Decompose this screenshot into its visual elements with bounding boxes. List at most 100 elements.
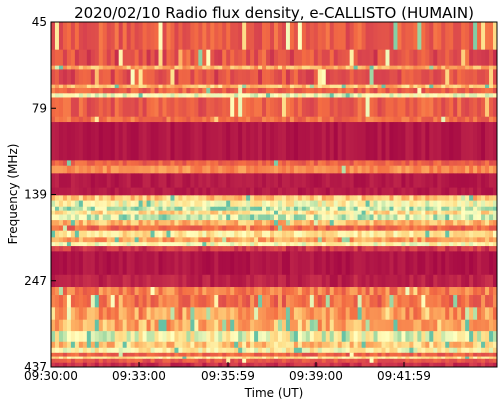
heatmap-cell <box>289 347 295 354</box>
heatmap-cell <box>150 214 155 221</box>
heatmap-cell <box>150 22 155 51</box>
heatmap-cell <box>210 116 215 123</box>
heatmap-cell <box>162 173 167 188</box>
heatmap-cell <box>313 287 319 296</box>
heatmap-cell <box>393 195 398 202</box>
heatmap-cell <box>82 242 88 247</box>
heatmap-cell <box>110 295 116 308</box>
heatmap-cell <box>118 237 124 243</box>
heatmap-cell <box>469 200 474 208</box>
heatmap-cell <box>58 160 64 167</box>
heatmap-cell <box>297 195 303 202</box>
heatmap-cell <box>473 220 478 226</box>
heatmap-cell <box>222 341 227 349</box>
heatmap-cell <box>74 356 80 360</box>
heatmap-cell <box>417 84 422 89</box>
heatmap-cell <box>58 69 64 86</box>
heatmap-cell <box>58 319 64 332</box>
x-tick-label: 09:33:00 <box>112 369 166 383</box>
heatmap-cell <box>413 225 418 232</box>
heatmap-cell <box>174 220 179 226</box>
heatmap-cell <box>425 347 430 354</box>
heatmap-cell <box>445 220 450 226</box>
heatmap-cell <box>78 225 84 232</box>
heatmap-cell <box>453 97 458 118</box>
heatmap-cell <box>162 93 167 98</box>
heatmap-cell <box>493 93 498 98</box>
heatmap-cell <box>349 165 355 174</box>
heatmap-cell <box>170 230 175 238</box>
heatmap-cell <box>54 187 60 196</box>
heatmap-cell <box>126 356 132 360</box>
heatmap-cell <box>465 295 470 308</box>
heatmap-cell <box>437 230 442 238</box>
heatmap-cell <box>449 362 454 368</box>
heatmap-cell <box>114 122 120 161</box>
heatmap-cell <box>385 87 390 94</box>
heatmap-cell <box>158 274 163 288</box>
heatmap-cell <box>493 160 498 167</box>
heatmap-cell <box>90 230 96 238</box>
heatmap-cell <box>230 187 235 196</box>
heatmap-cell <box>238 358 243 364</box>
heatmap-cell <box>393 237 398 243</box>
heatmap-cell <box>429 65 434 70</box>
heatmap-cell <box>441 358 446 364</box>
heatmap-cell <box>51 287 56 296</box>
heatmap-cell <box>206 210 211 215</box>
heatmap-cell <box>270 200 275 208</box>
heatmap-cell <box>166 195 171 202</box>
heatmap-cell <box>421 356 426 360</box>
heatmap-cell <box>293 362 299 368</box>
heatmap-cell <box>258 307 263 321</box>
heatmap-cell <box>433 84 438 89</box>
heatmap-cell <box>389 220 394 226</box>
heatmap-cell <box>465 319 470 332</box>
heatmap-cell <box>106 356 112 360</box>
heatmap-cell <box>242 214 247 221</box>
heatmap-cell <box>341 225 347 232</box>
heatmap-cell <box>86 65 92 70</box>
heatmap-cell <box>58 362 64 368</box>
heatmap-cell <box>134 22 140 51</box>
heatmap-cell <box>134 237 140 243</box>
heatmap-cell <box>238 160 243 167</box>
heatmap-cell <box>78 160 84 167</box>
heatmap-cell <box>289 69 295 86</box>
heatmap-cell <box>186 49 191 67</box>
heatmap-cell <box>210 200 215 208</box>
heatmap-cell <box>198 187 203 196</box>
heatmap-cell <box>381 214 386 221</box>
heatmap-cell <box>285 160 291 167</box>
heatmap-cell <box>142 116 147 123</box>
heatmap-cell <box>238 251 243 276</box>
heatmap-cell <box>313 242 319 247</box>
heatmap-cell <box>337 206 343 212</box>
heatmap-cell <box>313 210 319 215</box>
heatmap-cell <box>202 225 207 232</box>
heatmap-cell <box>385 220 390 226</box>
heatmap-cell <box>158 287 163 296</box>
heatmap-cell <box>309 210 315 215</box>
heatmap-cell <box>413 84 418 89</box>
heatmap-cell <box>198 200 203 208</box>
heatmap-cell <box>118 331 124 343</box>
heatmap-cell <box>158 225 163 232</box>
heatmap-cell <box>433 220 438 226</box>
heatmap-cell <box>417 287 422 296</box>
heatmap-cell <box>413 287 418 296</box>
heatmap-cell <box>321 295 327 308</box>
heatmap-cell <box>297 295 303 308</box>
heatmap-cell <box>461 49 466 67</box>
heatmap-cell <box>493 331 498 343</box>
heatmap-cell <box>457 220 462 226</box>
heatmap-cell <box>262 195 267 202</box>
heatmap-cell <box>349 220 355 226</box>
heatmap-cell <box>337 116 343 123</box>
heatmap-cell <box>329 356 335 360</box>
heatmap-cell <box>118 287 124 296</box>
heatmap-cell <box>337 307 343 321</box>
heatmap-cell <box>341 214 347 221</box>
heatmap-cell <box>365 97 370 118</box>
heatmap-cell <box>226 307 231 321</box>
